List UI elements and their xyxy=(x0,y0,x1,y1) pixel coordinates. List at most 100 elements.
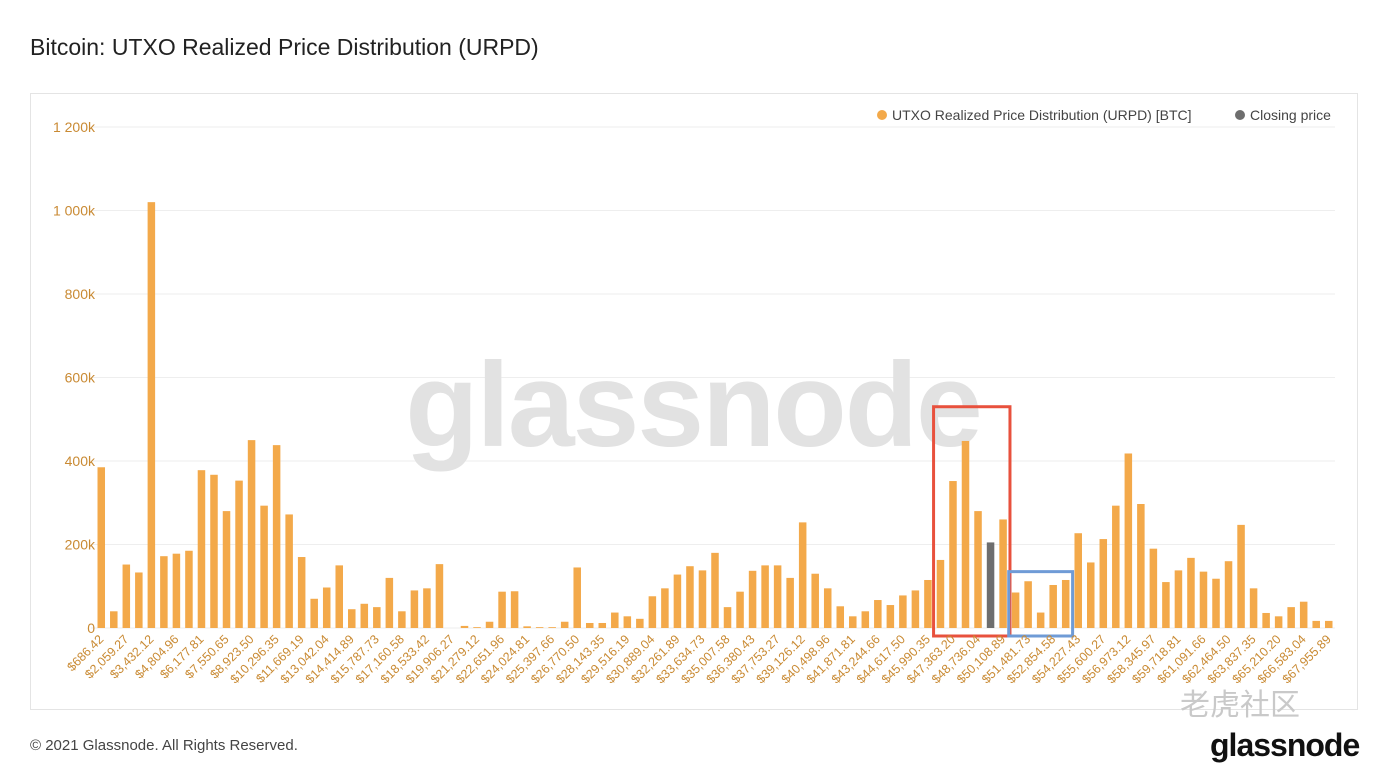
bar xyxy=(849,616,857,628)
bar xyxy=(861,611,870,628)
bar xyxy=(373,607,381,628)
bar xyxy=(510,591,519,628)
x-axis: $686.42$2,059.27$3,432.12$4,804.96$6,177… xyxy=(65,632,1334,686)
bar xyxy=(1011,592,1020,628)
bar xyxy=(1061,579,1070,628)
bar xyxy=(786,577,794,628)
page-title: Bitcoin: UTXO Realized Price Distributio… xyxy=(30,34,539,60)
y-tick-label: 800k xyxy=(65,286,96,302)
bar xyxy=(310,598,318,628)
bar xyxy=(911,590,920,628)
bar xyxy=(498,591,506,628)
bar xyxy=(147,202,156,628)
bar xyxy=(899,595,907,628)
bar xyxy=(97,467,106,628)
bar xyxy=(1024,581,1032,628)
bar xyxy=(1249,588,1258,628)
bar xyxy=(611,612,619,628)
bar xyxy=(1237,524,1245,628)
bar xyxy=(1137,504,1145,628)
bar xyxy=(260,505,268,628)
bar xyxy=(999,519,1007,628)
bar xyxy=(122,564,131,628)
bar xyxy=(185,550,193,628)
bar xyxy=(285,514,293,628)
y-axis: 0 200k 400k 600k 800k 1 000k 1 200k xyxy=(53,119,96,636)
bar xyxy=(798,522,807,628)
bar xyxy=(823,588,832,628)
y-tick-label: 200k xyxy=(65,537,96,553)
legend: UTXO Realized Price Distribution (URPD) … xyxy=(877,107,1331,123)
bar xyxy=(736,591,744,628)
bar xyxy=(222,511,231,628)
bar xyxy=(673,574,682,628)
grid-lines xyxy=(91,126,1335,629)
bar xyxy=(836,606,845,628)
bar xyxy=(210,474,218,628)
legend-swatch-closing xyxy=(1235,110,1245,120)
bar xyxy=(348,609,356,628)
bar xyxy=(974,511,982,628)
legend-label-urpd: UTXO Realized Price Distribution (URPD) … xyxy=(892,107,1192,123)
bar xyxy=(1099,539,1108,628)
bar xyxy=(1036,612,1045,628)
bar xyxy=(535,627,544,628)
bar xyxy=(197,470,206,628)
closing-price-bar xyxy=(986,542,995,628)
bars xyxy=(97,202,1333,628)
copyright-footer: © 2021 Glassnode. All Rights Reserved. xyxy=(30,737,298,754)
bar xyxy=(1074,533,1082,628)
bar xyxy=(523,626,531,628)
bar xyxy=(135,572,143,628)
y-tick-label: 600k xyxy=(65,370,96,386)
bar xyxy=(1262,612,1270,628)
bar xyxy=(1187,557,1195,628)
background-watermark: glassnode xyxy=(405,338,981,472)
bar xyxy=(648,596,657,628)
bar xyxy=(1287,607,1295,628)
bar xyxy=(661,588,669,628)
bar xyxy=(160,556,168,628)
bar xyxy=(748,570,757,628)
bar xyxy=(172,553,181,628)
bar xyxy=(1087,562,1095,628)
bar xyxy=(485,621,494,628)
bar xyxy=(924,579,932,628)
red-highlight-box xyxy=(932,405,1012,638)
bar xyxy=(235,480,243,628)
bar xyxy=(110,611,118,628)
bar xyxy=(548,627,556,628)
bar xyxy=(886,605,895,628)
y-tick-label: 1 200k xyxy=(53,119,96,135)
chart-panel: glassnode 0 200k 400k 600k 800k 1 000k 1 200k … xyxy=(30,93,1358,710)
y-tick-label: 0 xyxy=(87,620,95,636)
bar xyxy=(773,565,782,628)
bar xyxy=(1324,620,1333,628)
bar xyxy=(874,600,882,628)
legend-label-closing: Closing price xyxy=(1250,107,1331,123)
bar xyxy=(1124,453,1133,628)
bar xyxy=(698,570,707,628)
bar xyxy=(385,577,394,628)
bar xyxy=(460,625,469,628)
bar xyxy=(1049,584,1057,628)
corner-watermark: 老虎社区 xyxy=(1180,689,1300,722)
bar xyxy=(1312,620,1320,628)
bar xyxy=(761,565,769,628)
blue-highlight-box xyxy=(1007,570,1075,638)
bar xyxy=(297,557,306,628)
bar xyxy=(585,622,594,628)
bar xyxy=(473,627,481,628)
bar xyxy=(573,567,581,628)
bar xyxy=(949,481,957,628)
bar xyxy=(1149,548,1158,628)
bar xyxy=(686,566,694,628)
bar xyxy=(598,622,607,628)
bar xyxy=(1199,571,1208,628)
bar xyxy=(410,590,419,628)
bar xyxy=(560,621,569,628)
bar xyxy=(936,559,945,628)
annotations xyxy=(932,405,1075,638)
bar xyxy=(811,573,819,628)
